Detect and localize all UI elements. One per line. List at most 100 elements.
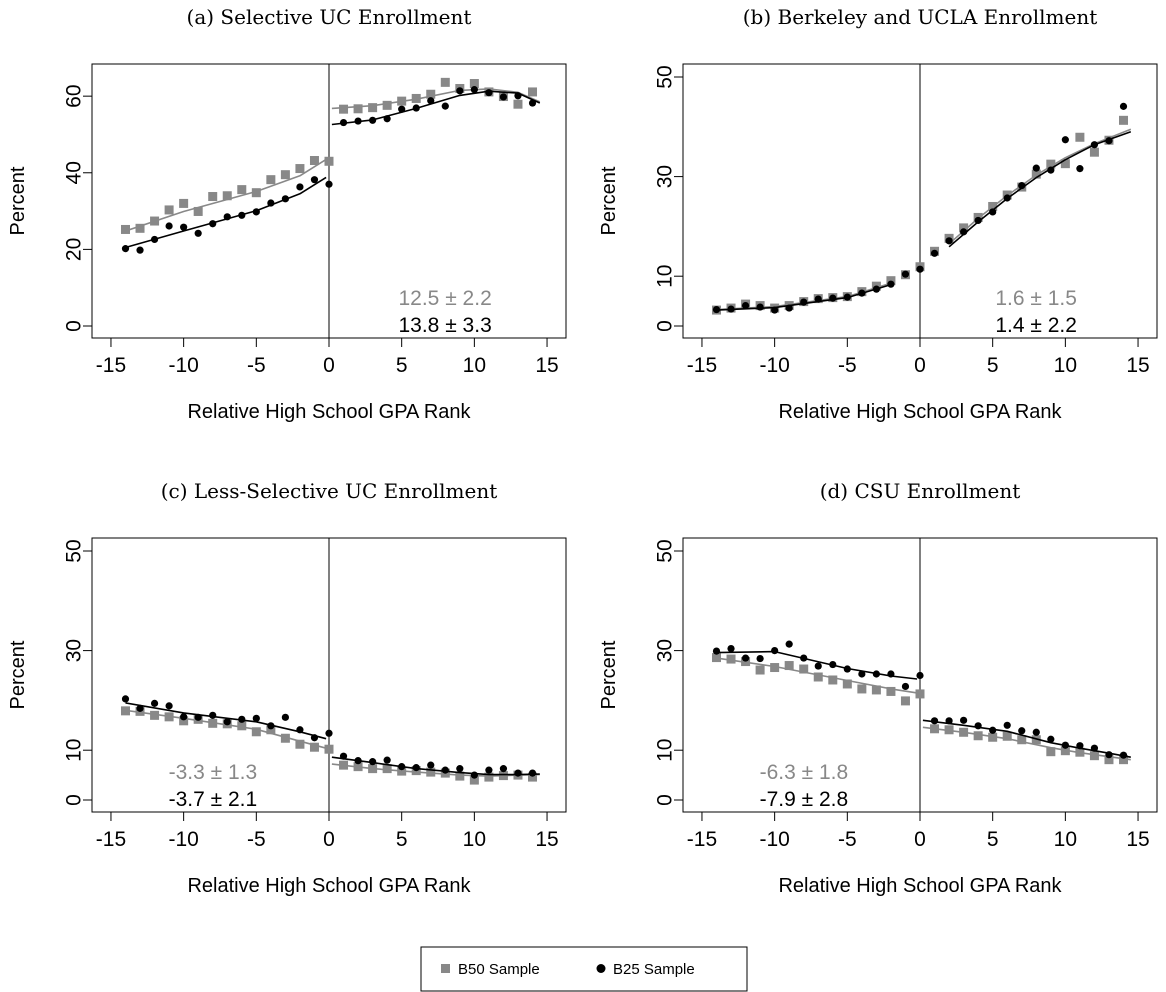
- panel-a-point-b25: [281, 195, 289, 203]
- panel-d-point-b50: [1060, 746, 1070, 756]
- panel-d-xtick-label: -15: [687, 828, 717, 851]
- panel-a-point-b25: [485, 89, 493, 97]
- panel-b-ytick-label: 0: [654, 320, 677, 332]
- panel-a-point-b25: [165, 222, 173, 230]
- panel-b-point-b50: [1046, 159, 1056, 169]
- panel-c-point-b50: [498, 771, 508, 781]
- panel-d-point-b50: [915, 689, 925, 699]
- panel-b-point-b25: [945, 237, 953, 245]
- panel-b-point-b25: [1090, 141, 1099, 149]
- legend-label-b50: B50 Sample: [458, 961, 540, 978]
- panel-a-point-b25: [121, 245, 130, 253]
- panel-c-xtick-label: -15: [96, 828, 126, 851]
- panel-a-point-b50: [382, 100, 392, 110]
- panel-c-point-b50: [484, 772, 494, 782]
- panel-c-point-b50: [237, 721, 247, 731]
- panel-d-point-b50: [959, 727, 969, 737]
- panel-c-point-b50: [324, 744, 334, 754]
- panel-d-point-b25: [1061, 741, 1069, 749]
- panel-d-title: (d) CSU Enrollment: [820, 479, 1021, 503]
- panel-d-point-b50: [973, 731, 983, 741]
- panel-a-point-b25: [528, 99, 537, 107]
- panel-b-point-b25: [800, 298, 808, 306]
- panel-a-estimate-b50: 12.5 ± 2.2: [398, 287, 491, 310]
- panel-d-point-b25: [1119, 751, 1128, 759]
- panel-c-point-b50: [397, 766, 407, 776]
- panel-d-xtick-label: -10: [759, 828, 789, 851]
- panel-c-estimate-b25: -3.7 ± 2.1: [169, 788, 258, 811]
- panel-a-point-b25: [369, 116, 377, 124]
- panel-d-point-b50: [1046, 747, 1056, 757]
- panel-c-point-b25: [485, 766, 493, 774]
- panel-c-point-b25: [209, 711, 217, 719]
- panel-d-ytick-label: 10: [654, 739, 677, 762]
- panel-c-point-b25: [383, 756, 391, 764]
- panel-c-point-b25: [369, 758, 377, 766]
- panel-c-point-b25: [412, 764, 420, 772]
- panel-c-point-b50: [295, 739, 305, 749]
- panel-a-xtick-label: 15: [535, 354, 558, 377]
- panel-c: (c) Less-Selective UC Enrollment -15 -10 -5…: [7, 479, 567, 897]
- panel-a-point-b50: [397, 96, 407, 106]
- panel-a: (a) Selective UC Enrollment -15 -10 -5 0 5 10 1…: [7, 5, 567, 423]
- panel-d-xtick-label: 15: [1126, 828, 1149, 851]
- panel-a-point-b50: [426, 89, 436, 99]
- panel-b-point-b25: [814, 295, 822, 303]
- panel-b-xtick-label: 0: [914, 354, 926, 377]
- panel-a-point-b50: [411, 93, 421, 103]
- panel-c-point-b50: [179, 716, 189, 726]
- panel-d-point-b50: [886, 686, 896, 696]
- panel-d-point-b50: [1089, 751, 1099, 761]
- panel-c-point-b25: [165, 702, 173, 710]
- panel-a-point-b50: [222, 191, 232, 201]
- panel-d-point-b50: [799, 664, 809, 674]
- panel-b-estimate-b25: 1.4 ± 2.2: [995, 314, 1077, 337]
- panel-a-point-b50: [368, 103, 378, 113]
- panel-c-ytick-label: 50: [63, 539, 86, 562]
- panel-a-fit-b25-right: [331, 90, 541, 126]
- panel-d-point-b25: [727, 645, 735, 653]
- panel-b-point-b25: [901, 270, 910, 278]
- panel-c-point-b25: [325, 729, 333, 737]
- panel-c-xtick-label: 10: [463, 828, 486, 851]
- panel-c-point-b50: [120, 706, 130, 716]
- panel-a-point-b50: [324, 156, 334, 166]
- panel-d-fit-b25-right: [922, 719, 1131, 758]
- panel-c-point-b25: [238, 715, 246, 723]
- panel-d-point-b25: [712, 647, 721, 655]
- panel-b-point-b25: [858, 289, 866, 297]
- panel-a-point-b50: [513, 99, 523, 109]
- panel-d-ytick-label: 30: [654, 639, 677, 662]
- panel-d-point-b25: [945, 717, 953, 725]
- panel-d-point-b25: [989, 726, 997, 734]
- panel-b-point-b25: [989, 208, 997, 216]
- panel-b-point-b25: [872, 285, 880, 293]
- panel-a-point-b25: [339, 118, 348, 127]
- panel-b-point-b50: [1075, 132, 1085, 142]
- panel-a-point-b50: [237, 185, 247, 195]
- panel-b-point-b25: [1061, 136, 1069, 144]
- panel-b-point-b50: [1089, 147, 1099, 157]
- panel-c-point-b50: [251, 727, 261, 737]
- panel-d-point-b50: [770, 663, 780, 673]
- panel-b-point-b25: [974, 216, 982, 225]
- panel-a-point-b50: [193, 206, 203, 216]
- panel-c-point-b50: [426, 767, 436, 777]
- panel-b-xlabel: Relative High School GPA Rank: [778, 401, 1062, 423]
- panel-a-point-b25: [252, 208, 260, 216]
- panel-a-point-b25: [180, 223, 188, 231]
- panel-a-ytick-label: 0: [63, 320, 86, 332]
- panel-c-xtick-label: 0: [323, 828, 335, 851]
- panel-a-point-b50: [280, 170, 290, 180]
- panel-d-point-b50: [944, 725, 954, 735]
- panel-a-point-b25: [470, 86, 478, 94]
- panel-c-point-b50: [164, 712, 174, 722]
- panel-c-xtick-label: -10: [168, 828, 198, 851]
- panel-a-point-b50: [440, 77, 450, 87]
- panel-d-point-b25: [872, 670, 880, 678]
- panel-d-point-b25: [843, 665, 851, 673]
- panel-d-point-b25: [1018, 727, 1026, 735]
- panel-b-title: (b) Berkeley and UCLA Enrollment: [743, 5, 1098, 29]
- panel-c-point-b25: [354, 757, 362, 765]
- panel-a-point-b25: [325, 180, 333, 188]
